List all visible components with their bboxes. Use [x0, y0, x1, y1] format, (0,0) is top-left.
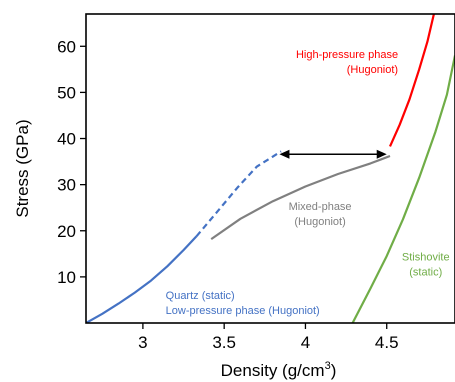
- arrow-head-left: [279, 149, 290, 159]
- x-tick-label: 4: [301, 333, 310, 352]
- x-axis-label-superscript: 3: [325, 360, 331, 372]
- series-line-high-pressure-phase: [388, 14, 435, 147]
- y-tick-label: 40: [57, 130, 76, 149]
- x-axis-label: Density (g/cm3): [221, 360, 337, 380]
- x-tick-label: 4.5: [375, 333, 399, 352]
- y-tick-label: 50: [57, 83, 76, 102]
- x-tick-label: 3: [138, 333, 147, 352]
- annotation-stishovite: Stishovite (static): [402, 251, 450, 278]
- annotation-mixed: Mixed-phase (Hugoniot): [289, 201, 352, 228]
- x-tick-label: 3.5: [212, 333, 236, 352]
- series-line-quartz-extrapolated: [195, 150, 282, 238]
- annotation-quartz: Quartz (static) Low-pressure phase (Hugon…: [166, 290, 320, 317]
- annotation-line: (static): [409, 266, 442, 278]
- y-tick-label: 20: [57, 222, 76, 241]
- annotation-high-pressure: High-pressure phase (Hugoniot): [296, 49, 398, 76]
- arrow-head-right: [376, 149, 387, 159]
- annotation-line: (Hugoniot): [294, 216, 345, 228]
- annotation-line: Quartz (static): [166, 290, 235, 302]
- x-axis-label-close: ): [331, 361, 337, 380]
- series-line-mixed-phase: [210, 154, 391, 241]
- y-tick-label: 30: [57, 176, 76, 195]
- plot-area: [86, 14, 455, 323]
- series-line-quartz: [86, 235, 198, 323]
- annotation-line: (Hugoniot): [347, 64, 398, 76]
- y-tick-label: 10: [57, 268, 76, 287]
- annotation-line: Mixed-phase: [289, 201, 352, 213]
- series-line-stishovite: [351, 55, 455, 323]
- annotation-line: High-pressure phase: [296, 49, 398, 61]
- axis-ticks: 3 3.5 4 4.5 10 20 30 40 50 60: [57, 37, 398, 352]
- y-axis-label: Stress (GPa): [13, 119, 32, 217]
- transition-arrow: [279, 149, 387, 159]
- annotation-line: Stishovite: [402, 251, 450, 263]
- plot-frame: [85, 13, 455, 324]
- y-tick-label: 60: [57, 37, 76, 56]
- annotation-line: Low-pressure phase (Hugoniot): [166, 305, 320, 317]
- x-axis-label-main: Density (g/cm: [221, 361, 325, 380]
